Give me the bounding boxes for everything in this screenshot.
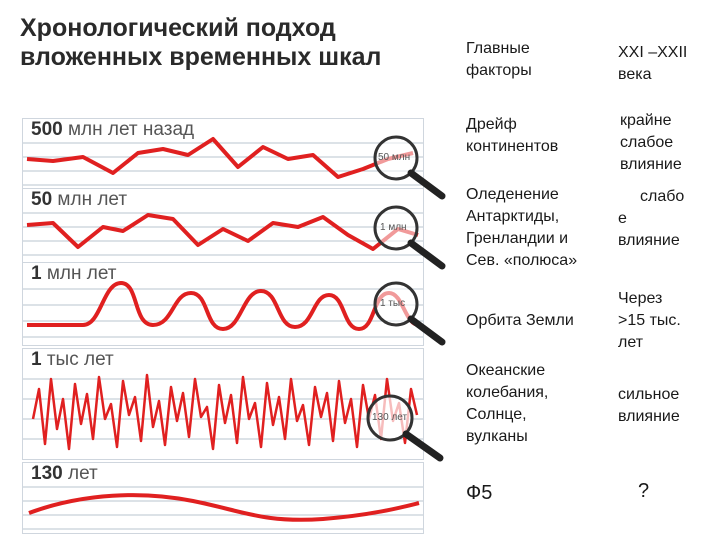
- header-century: XXI –XXII века: [618, 44, 688, 83]
- factor-glaciation: Оледенение Антарктиды, Гренландии и Сев. «п…: [466, 186, 578, 269]
- curve-50-myr: [23, 212, 423, 256]
- lens-label-130-yr: 130 лет: [372, 412, 408, 423]
- factor-continental-drift: Дрейф континентов: [466, 116, 559, 155]
- curve-1-kyr: [23, 373, 423, 451]
- magnifier-icon: [366, 394, 444, 462]
- magnifier-icon: [373, 135, 446, 200]
- influence-continental-drift: крайне слабое влияние: [620, 112, 682, 173]
- title-line-1: Хронологический подход: [20, 14, 336, 42]
- lens-label-1-kyr: 1 тыс: [380, 298, 406, 309]
- influence-glaciation: слабо е влияние: [618, 188, 685, 249]
- curve-130-yr: [23, 486, 423, 530]
- magnifier-icon: [373, 281, 446, 346]
- timescale-panel-500-myr: 500 млн лет назад: [22, 118, 424, 196]
- lens-label-50-myr: 50 млн: [378, 152, 411, 163]
- timescale-panel-1-myr: 1 млн лет: [22, 262, 424, 346]
- lens-label-1-myr: 1 млн: [380, 222, 407, 233]
- factor-f5: Ф5: [466, 482, 493, 504]
- header-factors: Главные факторы: [466, 40, 532, 79]
- influence-unknown: ?: [638, 480, 650, 502]
- scale-label-130-yr: 130 лет: [31, 463, 98, 484]
- magnifier-icon: [373, 205, 446, 270]
- factor-ocean-sun-volcanoes: Океанские колебания, Солнце, вулканы: [466, 362, 549, 445]
- influence-ocean-sun-volcanoes: сильное влияние: [618, 386, 680, 425]
- curve-500-myr: [23, 137, 423, 186]
- page-title: Хронологический подход вложенных временн…: [20, 14, 450, 72]
- scale-label-500-myr: 500 млн лет назад: [31, 119, 195, 140]
- scale-label-1-myr: 1 млн лет: [31, 263, 117, 284]
- timescale-panel-1-kyr: 1 тыс лет: [22, 348, 424, 460]
- scale-label-1-kyr: 1 тыс лет: [31, 349, 114, 370]
- scale-label-50-myr: 50 млн лет: [31, 189, 128, 210]
- influence-earth-orbit: Через >15 тыс. лет: [618, 290, 681, 351]
- timescale-panel-130-yr: 130 лет: [22, 462, 424, 534]
- curve-1-myr: [23, 281, 423, 338]
- timescale-panel-50-myr: 50 млн лет: [22, 188, 424, 266]
- title-line-2: вложенных временных шкал: [20, 43, 382, 71]
- factor-earth-orbit: Орбита Земли: [466, 312, 574, 329]
